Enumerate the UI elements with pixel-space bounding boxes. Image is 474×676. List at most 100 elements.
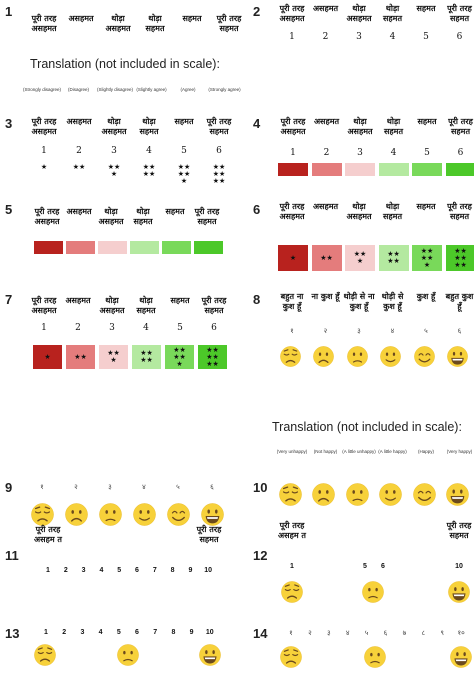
panel-number: 13 (5, 626, 20, 641)
very-happy-face-icon (200, 502, 224, 526)
response-label: पूरी तरह असहमत (280, 117, 306, 136)
response-label: सहमत (165, 207, 185, 216)
response-label: थोड़ा असहमत (101, 117, 127, 136)
slightly-happy-face-icon (132, 502, 156, 526)
response-label: असहमत (65, 296, 91, 305)
star-rating: ★ (40, 163, 48, 171)
very-happy-face-icon (447, 345, 468, 367)
scale-number: 1 (41, 323, 47, 333)
scale-number: 10 (205, 629, 214, 636)
scale-number: 4 (146, 146, 152, 156)
scale-number: 6 (216, 146, 222, 156)
slightly-happy-face-icon (380, 345, 401, 367)
scale-number: 9 (188, 567, 193, 574)
star-color-box: ★★ (311, 245, 342, 271)
happy-face-icon (166, 502, 190, 526)
sad-face-icon (312, 482, 335, 506)
scale-number: 2 (323, 148, 330, 158)
response-label: असहमत (66, 117, 92, 126)
happiness-label: थोड़ी से ना कुश हूँ (343, 292, 375, 311)
panel-number: 5 (5, 202, 13, 217)
translation-label: (Not happy) (313, 449, 338, 454)
scale-number: 2 (75, 323, 81, 333)
scale-number: 8 (170, 567, 175, 574)
slightly-sad-face-icon (117, 644, 139, 666)
star-rating: ★★ ★ (107, 163, 121, 178)
color-box (98, 241, 127, 254)
scale-number: 7 (152, 567, 157, 574)
response-label: थोड़ा असहमत (347, 117, 373, 136)
scale-number: ३ (108, 483, 112, 491)
scale-number: 6 (381, 563, 385, 570)
response-label: पूरी तरह सहमत (194, 207, 220, 226)
response-label: थोड़ा सहमत (383, 202, 402, 221)
translation-label: (Slightly agree) (136, 87, 167, 92)
response-label: पूरी तरह असहमत (279, 4, 305, 23)
star-rating: ★★ (72, 163, 86, 171)
star-rating: ★★ ★★ ★★ (212, 163, 226, 185)
color-box (445, 163, 474, 176)
translation-label: (Strongly agree) (208, 87, 241, 92)
response-label: सहमत (170, 296, 190, 305)
color-box (345, 163, 375, 176)
response-label: सहमत (417, 117, 437, 126)
scale-number: ३ (326, 629, 331, 637)
very-sad-face-icon (30, 502, 54, 526)
response-label: थोड़ा सहमत (136, 296, 156, 315)
very-sad-face-icon (278, 482, 302, 506)
translation-title: Translation (not included in scale): (272, 420, 462, 434)
scale-number: ६ (457, 327, 462, 335)
response-label: पूरी तरह असहमत (279, 202, 305, 221)
response-label: असहमत (312, 4, 339, 13)
panel-number: 12 (253, 548, 268, 563)
scale-number: 5 (116, 629, 121, 636)
star-color-box: ★★ ★★ ★ (165, 345, 194, 369)
slightly-sad-face-icon (98, 502, 122, 526)
panel-number: 10 (253, 480, 268, 495)
response-label: पूरी तरह सहमत (201, 296, 227, 315)
response-label: पूरी तरह असहमत (34, 207, 60, 226)
scale-number: 5 (424, 148, 430, 158)
color-box (412, 163, 442, 176)
panel-number: 3 (5, 116, 13, 131)
response-label: थोड़ा सहमत (133, 207, 153, 226)
star-color-box: ★★ (66, 345, 95, 369)
scale-number: 2 (322, 32, 329, 42)
translation-label: (Slightly disagree) (96, 87, 133, 92)
scale-endpoint-right: पूरी तरह सहमत (196, 525, 222, 544)
scale-number: 1 (44, 629, 48, 636)
scale-number: ४ (390, 327, 395, 335)
scale-number: 6 (135, 629, 139, 636)
translation-label: (Happy) (417, 449, 434, 454)
scale-number: ३ (357, 327, 361, 335)
response-label: पूरी तरह असहमत (31, 296, 57, 315)
star-color-box: ★★ ★ (345, 245, 375, 271)
scale-number: 1 (41, 146, 47, 156)
very-sad-face-icon (280, 646, 302, 668)
star-rating: ★★ ★★ ★ (177, 163, 191, 185)
scale-number: 3 (109, 323, 115, 333)
scale-number: 8 (171, 629, 176, 636)
happiness-label: बहुत ना कुश हूँ (280, 292, 304, 311)
translation-label: (A little happy) (378, 449, 407, 454)
panel-number: 6 (253, 202, 261, 217)
scale-number: 4 (143, 323, 149, 333)
happiness-label: थोड़ी से कुश हूँ (381, 292, 404, 311)
star-color-box: ★★ ★★ (132, 345, 161, 369)
panel-number: 4 (253, 116, 261, 131)
scale-number: 3 (356, 32, 362, 42)
color-box (278, 163, 308, 176)
response-label: पूरी तरह असहमत (31, 117, 57, 136)
panel-number: 2 (253, 4, 261, 19)
response-label: सहमत (182, 14, 202, 23)
response-label: थोड़ा सहमत (384, 117, 403, 136)
very-happy-face-icon (199, 644, 221, 666)
star-color-box: ★★ ★ (99, 345, 128, 369)
scale-number: ९ (440, 629, 444, 637)
scale-number: १ (40, 483, 44, 491)
star-color-box: ★ (33, 345, 62, 369)
happy-face-icon (413, 345, 435, 367)
color-box (311, 163, 342, 176)
happiness-label: कुश हूँ (416, 292, 436, 301)
panel-number: 1 (5, 4, 13, 19)
